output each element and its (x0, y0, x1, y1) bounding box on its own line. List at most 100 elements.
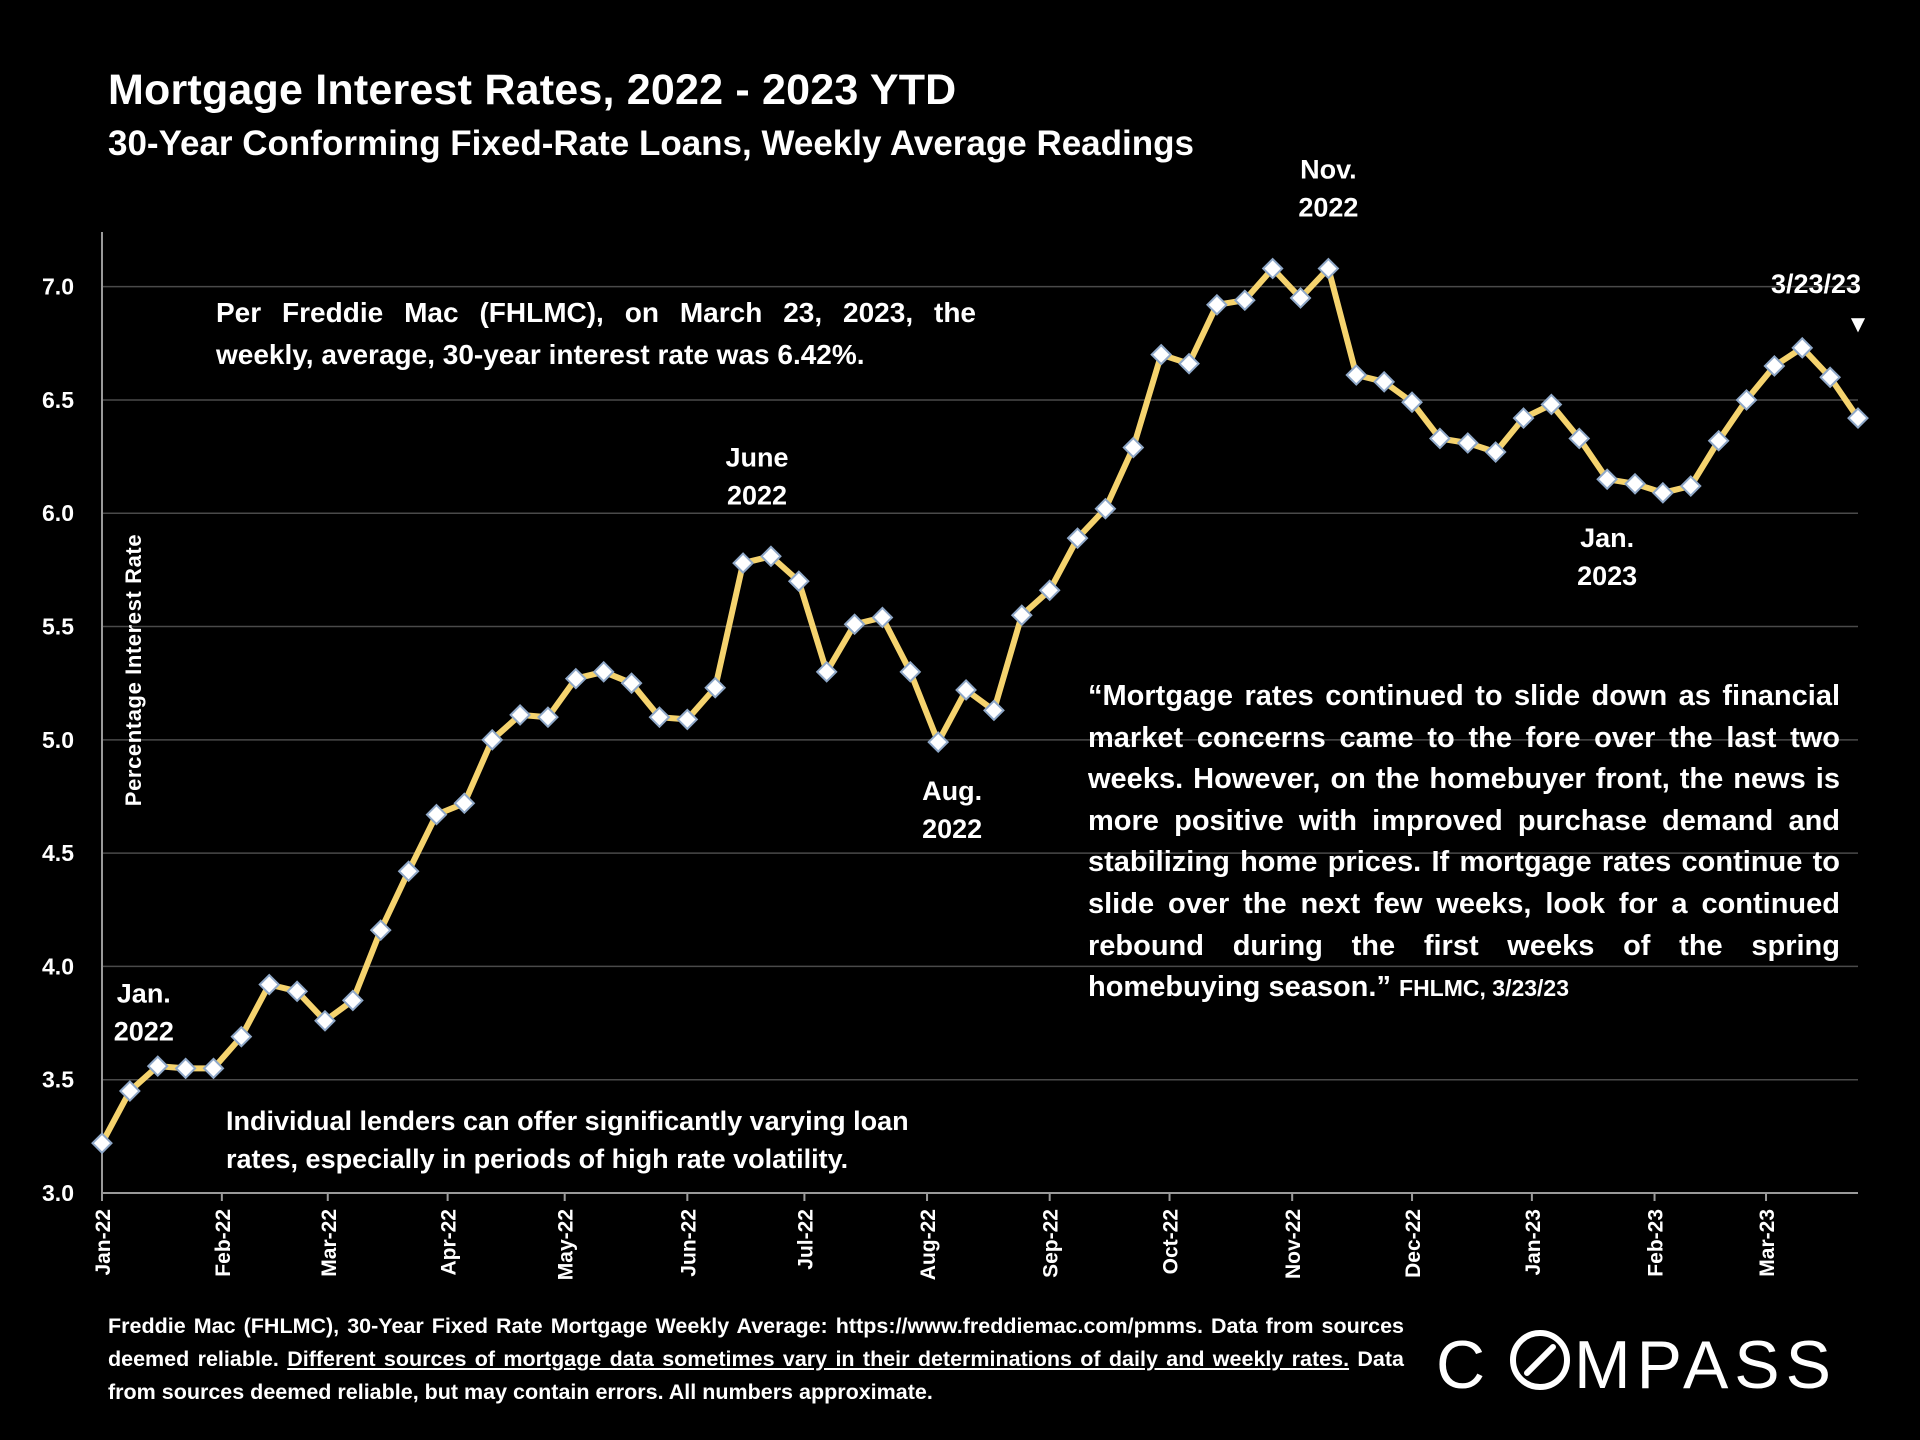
data-point-marker (1540, 393, 1563, 416)
x-tick-label: Mar-22 (318, 1209, 341, 1277)
data-point-marker (564, 667, 587, 690)
data-point-marker (704, 676, 727, 699)
x-axis-ticks: Jan-22 Feb-22 Mar-22 Apr-22 May-22 Jun-22 Jul-… (92, 1193, 1779, 1280)
data-point-marker (787, 570, 810, 593)
annotation-label: Jan. (117, 978, 171, 1008)
source-text-2: Data from sources deemed reliable, but m… (108, 1347, 1405, 1404)
x-tick-label: Apr-22 (438, 1209, 461, 1276)
data-point-marker (843, 613, 866, 636)
data-point-marker (258, 973, 281, 996)
data-point-marker (509, 703, 532, 726)
data-point-marker (1679, 475, 1702, 497)
data-point-marker (1512, 407, 1535, 429)
data-point-marker (676, 708, 699, 731)
lender-variance-note: Individual lenders can offer significant… (226, 1106, 909, 1174)
data-point-marker (397, 860, 420, 883)
annotation-label: 2023 (1577, 561, 1637, 591)
rate-series-line (99, 265, 1861, 1147)
x-tick-label: Feb-23 (1645, 1209, 1668, 1277)
data-point-marker (1345, 364, 1368, 386)
annotation-label: June (726, 442, 789, 472)
data-point-marker (1289, 287, 1312, 309)
data-point-marker (760, 545, 782, 568)
data-point-marker (1010, 604, 1033, 627)
quote-text: “Mortgage rates continued to slide down … (1088, 680, 1840, 1004)
y-tick-label: 3.5 (42, 1067, 74, 1093)
grid-layer (102, 285, 1858, 1081)
x-tick-label: Jun-22 (677, 1209, 700, 1277)
data-point-marker (1651, 481, 1674, 504)
data-point-marker (1596, 468, 1619, 491)
data-point-marker (620, 672, 643, 695)
data-point-marker (1373, 370, 1396, 393)
y-tick-label: 5.5 (42, 614, 74, 640)
data-point-marker (1819, 366, 1842, 389)
data-point-marker (1150, 343, 1173, 366)
x-tick-label: Oct-22 (1160, 1209, 1183, 1274)
y-tick-label: 5.0 (42, 727, 74, 753)
data-point-marker (481, 728, 504, 751)
data-point-marker (899, 660, 922, 683)
data-point-marker (1484, 441, 1507, 463)
data-point-marker (537, 706, 559, 729)
x-tick-label: Jan-22 (92, 1209, 115, 1276)
data-point-marker (983, 699, 1005, 722)
data-point-marker (202, 1057, 225, 1080)
data-point-marker (1624, 472, 1646, 495)
data-point-marker (369, 919, 392, 942)
y-tick-label: 7.0 (42, 274, 74, 300)
logo-letter-c: C (1436, 1327, 1491, 1396)
x-tick-label: Dec-22 (1402, 1209, 1425, 1278)
annotation-layer: Jan. 2022 June 2022 Aug. 2022 Nov. 2022 Jan. 2023… (114, 155, 1870, 1047)
x-tick-label: Aug-22 (917, 1209, 940, 1280)
data-point-marker (118, 1080, 141, 1102)
quote-attribution: FHLMC, 3/23/23 (1399, 975, 1570, 1002)
data-point-marker (1233, 289, 1256, 312)
data-point-marker (1568, 427, 1591, 450)
data-point-marker (1456, 432, 1479, 454)
x-tick-label: Jan-23 (1522, 1209, 1545, 1276)
annotation-label: 2022 (727, 480, 787, 510)
data-point-marker (592, 660, 615, 683)
data-point-marker (1707, 429, 1730, 452)
y-tick-label: 6.0 (42, 500, 74, 526)
axes-layer (101, 232, 1858, 1194)
y-tick-label: 4.0 (42, 953, 74, 979)
source-text-1: Freddie Mac (FHLMC), 30-Year Fixed Rate … (108, 1314, 1404, 1371)
annotation-label: Aug. (922, 776, 982, 806)
data-point-marker (314, 1009, 336, 1032)
annotation-arrow: ▼ (1846, 311, 1870, 338)
rate-callout-note: Per Freddie Mac (FHLMC), on March 23, 20… (216, 297, 976, 370)
data-point-marker (1317, 257, 1340, 280)
y-tick-label: 6.5 (42, 387, 74, 413)
data-point-marker (1735, 389, 1758, 411)
y-tick-label: 4.5 (42, 840, 74, 866)
y-axis-label: Percentage Interest Rate (121, 533, 146, 807)
x-tick-label: Nov-22 (1282, 1209, 1305, 1279)
chart-subtitle: 30-Year Conforming Fixed-Rate Loans, Wee… (108, 124, 1194, 163)
data-point-marker (1847, 407, 1869, 429)
data-point-marker (91, 1132, 113, 1155)
annotation-label: 2022 (1298, 193, 1358, 223)
x-tick-label: Feb-22 (212, 1209, 235, 1277)
data-point-marker (1428, 427, 1451, 450)
data-point-marker (815, 660, 838, 683)
compass-logo: C MPASS (1436, 1327, 1837, 1396)
source-footnote: Freddie Mac (FHLMC), 30-Year Fixed Rate … (108, 1310, 1404, 1409)
x-tick-label: May-22 (555, 1209, 578, 1280)
data-point-marker (146, 1055, 169, 1078)
logo-letters-mpass: MPASS (1574, 1327, 1837, 1396)
data-point-marker (1261, 257, 1284, 280)
data-point-marker (1206, 293, 1228, 316)
y-tick-label: 3.0 (42, 1180, 74, 1206)
y-axis-ticks: 3.0 3.5 4.0 4.5 5.0 5.5 6.0 6.5 7.0 (42, 274, 74, 1206)
annotation-label: 2022 (114, 1016, 174, 1046)
data-point-marker (1066, 527, 1089, 550)
data-point-marker (230, 1025, 253, 1048)
x-tick-label: Sep-22 (1040, 1209, 1063, 1278)
annotation-label: 2022 (922, 814, 982, 844)
data-point-marker (341, 989, 364, 1012)
data-point-marker (927, 731, 950, 754)
x-tick-label: Jul-22 (794, 1209, 817, 1270)
